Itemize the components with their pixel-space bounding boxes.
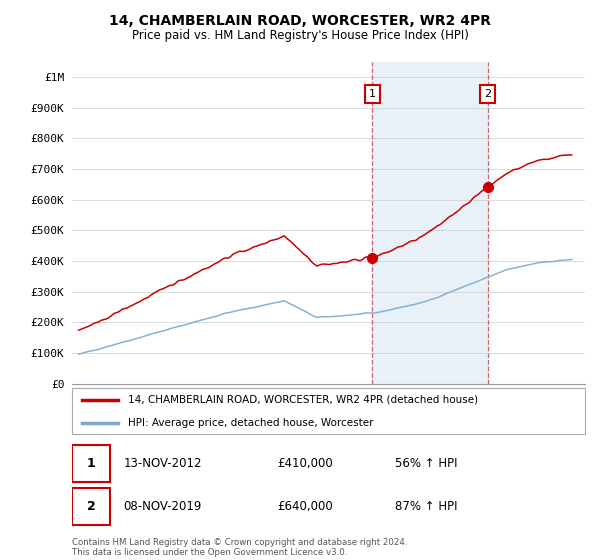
Text: £410,000: £410,000 [277,457,333,470]
FancyBboxPatch shape [72,445,110,482]
Text: 2: 2 [484,89,491,99]
Text: 56% ↑ HPI: 56% ↑ HPI [395,457,458,470]
Text: 1: 1 [87,457,95,470]
Text: 13-NOV-2012: 13-NOV-2012 [124,457,202,470]
Text: 14, CHAMBERLAIN ROAD, WORCESTER, WR2 4PR (detached house): 14, CHAMBERLAIN ROAD, WORCESTER, WR2 4PR… [128,395,479,404]
Text: 1: 1 [369,89,376,99]
FancyBboxPatch shape [72,488,110,525]
Text: HPI: Average price, detached house, Worcester: HPI: Average price, detached house, Worc… [128,418,374,427]
Text: Contains HM Land Registry data © Crown copyright and database right 2024.
This d: Contains HM Land Registry data © Crown c… [72,538,407,557]
Text: £640,000: £640,000 [277,500,333,513]
FancyBboxPatch shape [72,388,585,434]
Text: 87% ↑ HPI: 87% ↑ HPI [395,500,458,513]
Text: 08-NOV-2019: 08-NOV-2019 [124,500,202,513]
Text: 14, CHAMBERLAIN ROAD, WORCESTER, WR2 4PR: 14, CHAMBERLAIN ROAD, WORCESTER, WR2 4PR [109,14,491,28]
Bar [373,62,488,384]
Text: 2: 2 [87,500,95,513]
Text: Price paid vs. HM Land Registry's House Price Index (HPI): Price paid vs. HM Land Registry's House … [131,29,469,42]
